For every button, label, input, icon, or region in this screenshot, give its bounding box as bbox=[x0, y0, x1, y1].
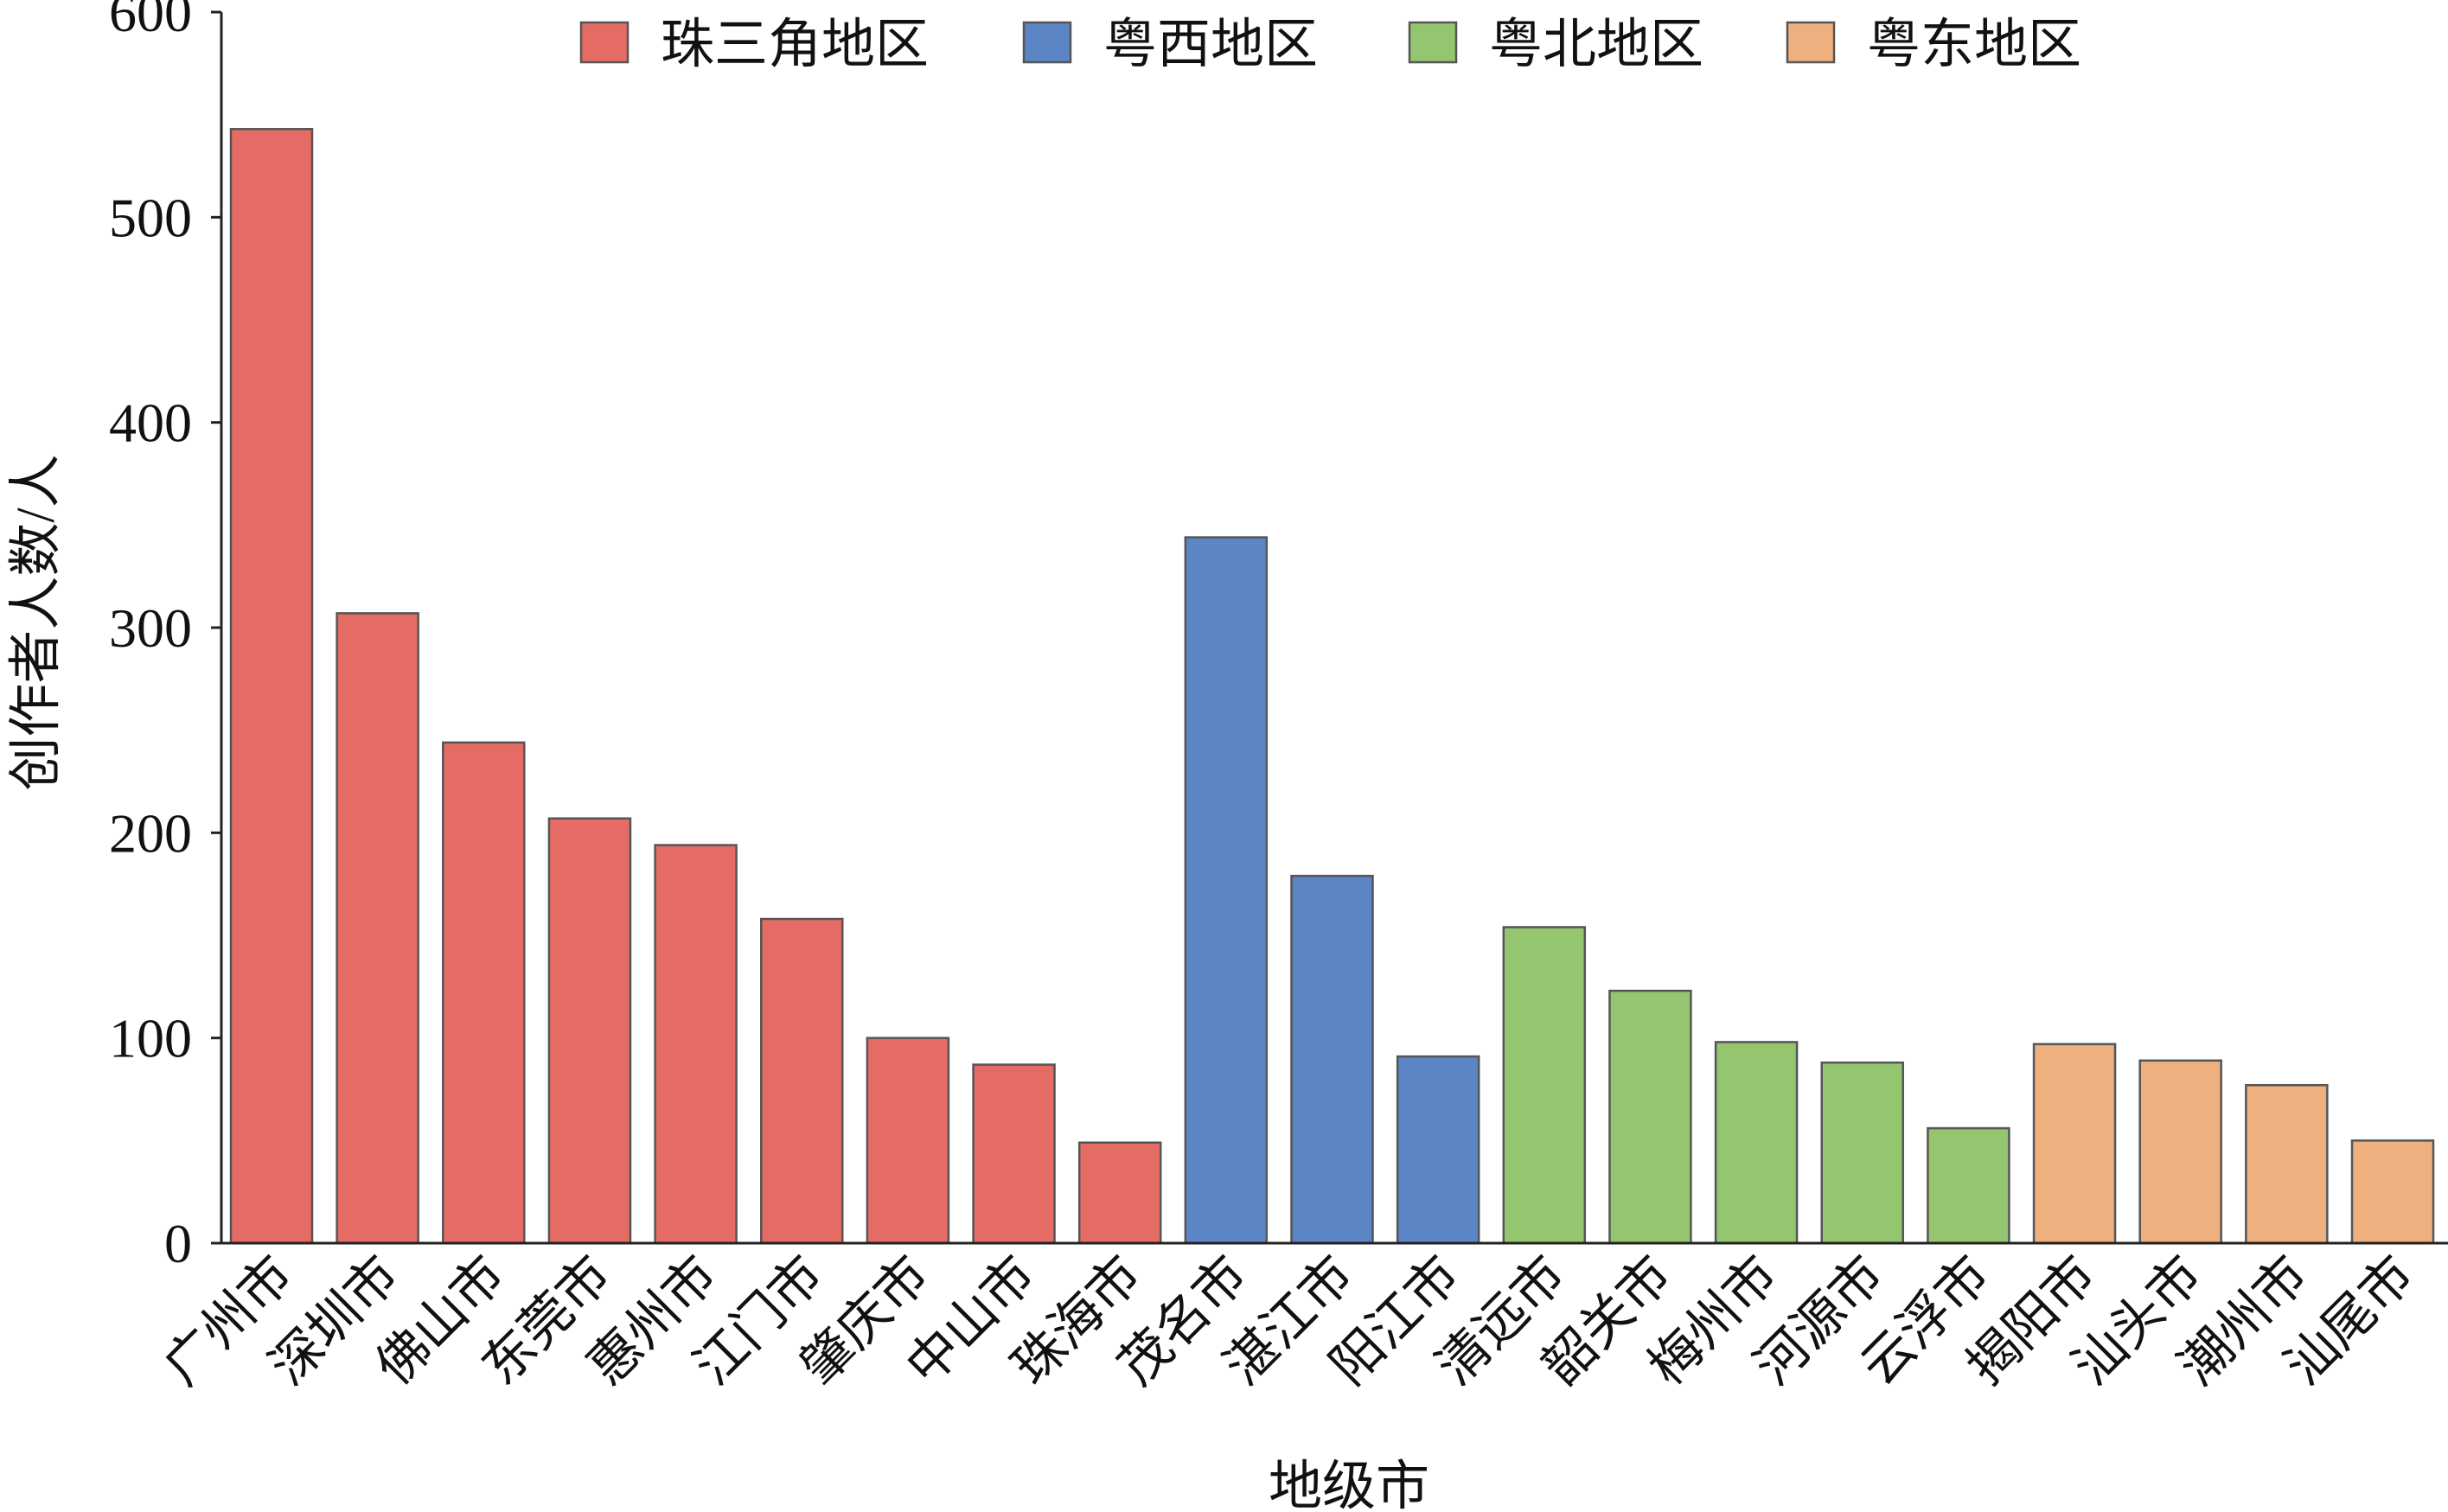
bar-广州市 bbox=[229, 128, 314, 1245]
x-tick-labels: 广州市深圳市佛山市东莞市惠州市江门市肇庆市中山市珠海市茂名市湛江市阳江市清远市韶… bbox=[153, 1246, 2425, 1396]
bar-河源市 bbox=[1820, 1061, 1904, 1245]
legend-label: 粤北地区 bbox=[1489, 16, 1703, 74]
legend-swatch bbox=[1022, 21, 1072, 64]
y-tick-label: 100 bbox=[109, 1008, 192, 1069]
legend-swatch bbox=[1408, 21, 1458, 64]
legend-label: 粤东地区 bbox=[1867, 16, 2081, 74]
bar-江门市 bbox=[760, 917, 844, 1245]
legend-label: 粤西地区 bbox=[1103, 16, 1318, 74]
bar-梅州市 bbox=[1714, 1041, 1799, 1245]
bar-汕尾市 bbox=[2350, 1139, 2435, 1245]
bar-清远市 bbox=[1502, 926, 1587, 1245]
bar-潮州市 bbox=[2245, 1084, 2329, 1245]
legend-swatch bbox=[579, 21, 630, 64]
legend-label: 珠三角地区 bbox=[661, 16, 929, 74]
y-tick-label: 200 bbox=[109, 802, 192, 864]
bar-珠海市 bbox=[1077, 1141, 1162, 1245]
bar-中山市 bbox=[972, 1063, 1056, 1245]
bar-佛山市 bbox=[442, 741, 526, 1245]
bar-深圳市 bbox=[336, 612, 419, 1245]
bar-东莞市 bbox=[547, 817, 632, 1245]
bar-湛江市 bbox=[1290, 874, 1374, 1245]
legend: 珠三角地区 粤西地区 粤北地区 粤东地区 bbox=[579, 16, 2081, 74]
bars-layer bbox=[229, 128, 2435, 1245]
y-tick-label: 600 bbox=[109, 0, 192, 43]
y-axis-label: 创作者人数/人 bbox=[7, 454, 66, 790]
y-tick-label: 0 bbox=[164, 1213, 192, 1274]
legend-swatch bbox=[1786, 21, 1836, 64]
x-axis-label: 地级市 bbox=[1269, 1458, 1429, 1512]
bar-茂名市 bbox=[1184, 536, 1269, 1245]
bar-肇庆市 bbox=[866, 1037, 950, 1245]
y-tick-label: 300 bbox=[109, 597, 192, 659]
y-tick-label: 500 bbox=[109, 187, 192, 248]
bar-阳江市 bbox=[1396, 1055, 1480, 1245]
y-ticks: 0 100 200 300 400 500 600 bbox=[109, 0, 221, 1274]
y-tick-label: 400 bbox=[109, 392, 192, 454]
bar-韶关市 bbox=[1608, 989, 1692, 1245]
bar-揭阳市 bbox=[2032, 1043, 2117, 1245]
bar-汕头市 bbox=[2138, 1059, 2222, 1245]
bar-云浮市 bbox=[1927, 1126, 2010, 1245]
bar-惠州市 bbox=[654, 844, 738, 1245]
